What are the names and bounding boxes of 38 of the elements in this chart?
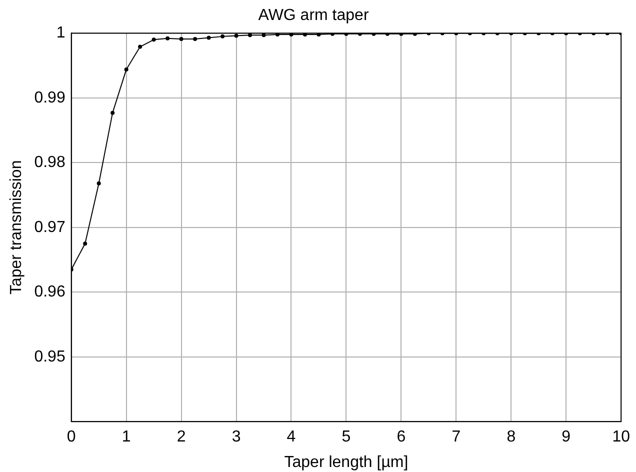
x-axis-title: Taper length [µm] <box>284 454 408 471</box>
y-tick-label: 1 <box>56 24 66 42</box>
point <box>83 242 88 246</box>
point <box>262 33 266 38</box>
y-tick-label: 0.95 <box>34 348 66 366</box>
y-tick-label: 0.97 <box>34 218 66 236</box>
point <box>124 67 128 72</box>
x-tick-label: 8 <box>506 428 516 446</box>
y-tick-label: 0.96 <box>34 284 66 301</box>
chart-title: AWG arm taper <box>258 7 370 24</box>
x-tick-label: 0 <box>66 428 76 446</box>
point <box>193 37 198 42</box>
x-tick-label: 1 <box>122 428 131 446</box>
x-tick-label: 7 <box>452 428 461 446</box>
x-tick-label: 5 <box>342 428 351 446</box>
point <box>220 34 225 38</box>
point <box>166 36 170 40</box>
point <box>110 110 115 115</box>
point <box>138 44 142 49</box>
point <box>316 33 321 36</box>
y-tick-label: 0.98 <box>34 154 66 172</box>
x-tick-label: 4 <box>286 428 296 446</box>
x-tick-label: 6 <box>396 428 406 446</box>
point <box>206 36 211 40</box>
x-tick-label: 10 <box>612 428 630 446</box>
point <box>179 37 184 42</box>
y-axis-title: Taper transmission <box>8 160 26 295</box>
point <box>152 38 156 42</box>
x-tick-label: 9 <box>562 428 571 446</box>
x-tick-label: 3 <box>232 428 241 446</box>
point <box>96 181 101 186</box>
point <box>302 33 307 36</box>
point <box>234 34 238 38</box>
point <box>276 33 280 36</box>
x-tick-label: 2 <box>176 428 186 446</box>
point <box>289 33 294 36</box>
y-tick-label: 0.99 <box>34 89 66 106</box>
point <box>248 33 252 38</box>
